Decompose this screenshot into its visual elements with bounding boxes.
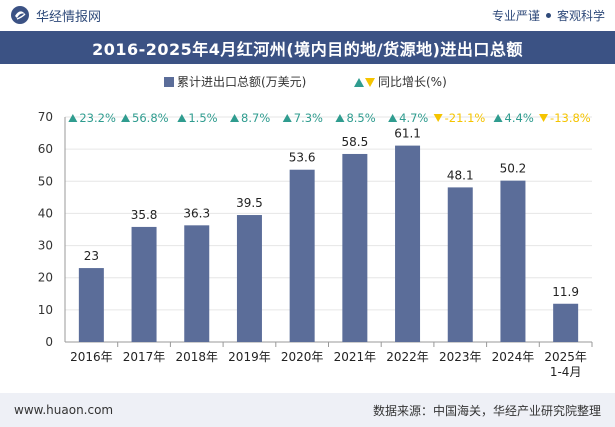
footer-source: 数据来源：中国海关，华经产业研究院整理 — [372, 403, 601, 418]
tagline: 专业严谨 客观科学 — [492, 7, 605, 24]
x-tick-label: 2025年 — [544, 350, 587, 364]
y-tick-label: 10 — [38, 303, 53, 317]
growth-label: -13.8% — [550, 111, 591, 125]
x-tick-label: 2023年 — [439, 350, 482, 364]
growth-label: 7.3% — [294, 111, 323, 125]
bar-value-label: 39.5 — [236, 196, 263, 210]
bar — [184, 225, 210, 342]
legend-up-triangle-icon — [354, 78, 364, 87]
growth-label: 8.7% — [241, 111, 270, 125]
growth-down-triangle-icon — [433, 114, 443, 122]
bars: 23 35.8 36.3 39.5 53.6 58.5 61.1 48.1 50.2 11.9 — [78, 127, 579, 342]
growth-label: -21.1% — [445, 111, 486, 125]
growth-label: 4.4% — [505, 111, 534, 125]
chart-title-bar: 2016-2025年4月红河州(境内目的地/货源地)进出口总额 — [0, 31, 615, 64]
separator-dot-icon — [545, 12, 551, 18]
bar — [395, 145, 421, 342]
bar-value-label: 35.8 — [131, 208, 158, 222]
legend-bar-swatch — [164, 77, 174, 87]
legend-bar-label: 累计进出口总额(万美元) — [177, 75, 306, 89]
growth-up-triangle-icon — [282, 114, 292, 122]
bar-value-label: 48.1 — [447, 168, 474, 182]
growth-labels: 23.2% 56.8% 1.5% 8.7% 7.3% 8.5% 4.7% -21.1% 4.4%… — [68, 111, 591, 125]
brand[interactable]: 华经情报网 — [10, 5, 101, 25]
y-tick-label: 40 — [38, 206, 53, 220]
x-axis: 2016年 2017年 2018年 2019年 2020年 2021年 2022年 2023年… — [70, 342, 593, 379]
bar-value-label: 11.9 — [552, 285, 579, 299]
y-tick-label: 50 — [38, 174, 53, 188]
x-tick-label: 2024年 — [492, 350, 535, 364]
growth-up-triangle-icon — [493, 114, 503, 122]
chart-title: 2016-2025年4月红河州(境内目的地/货源地)进出口总额 — [92, 39, 523, 59]
x-tick-label: 2020年 — [281, 350, 324, 364]
bar-value-label: 36.3 — [183, 206, 210, 220]
growth-up-triangle-icon — [335, 114, 345, 122]
growth-label: 1.5% — [188, 111, 217, 125]
legend: 累计进出口总额(万美元) 同比增长(%) — [164, 75, 447, 89]
y-tick-label: 60 — [38, 142, 53, 156]
tagline-2: 客观科学 — [556, 8, 605, 23]
brand-name: 华经情报网 — [36, 9, 102, 25]
growth-label: 23.2% — [79, 111, 116, 125]
bar — [342, 153, 368, 342]
bar-value-label: 61.1 — [394, 127, 421, 141]
bar — [447, 187, 473, 342]
growth-label: 56.8% — [132, 111, 169, 125]
bar — [78, 268, 104, 342]
legend-growth-label: 同比增长(%) — [378, 75, 447, 89]
x-tick-label: 2019年 — [228, 350, 271, 364]
tagline-1: 专业严谨 — [491, 8, 540, 23]
footer-website[interactable]: www.huaon.com — [14, 403, 114, 417]
bar-value-label: 23 — [84, 249, 99, 263]
x-tick-label: 2021年 — [334, 350, 377, 364]
growth-label: 8.5% — [346, 111, 375, 125]
footer: www.huaon.com 数据来源：中国海关，华经产业研究院整理 — [0, 393, 615, 427]
top-bar: 华经情报网 专业严谨 客观科学 — [0, 0, 615, 30]
x-tick-label: 2016年 — [70, 350, 113, 364]
bar — [289, 169, 315, 342]
legend-down-triangle-icon — [365, 78, 375, 87]
bar-value-label: 50.2 — [500, 162, 527, 176]
bar-value-label: 53.6 — [289, 151, 316, 165]
x-tick-label: 2022年 — [386, 350, 429, 364]
growth-up-triangle-icon — [177, 114, 187, 122]
bar — [131, 226, 157, 342]
growth-up-triangle-icon — [230, 114, 240, 122]
bar — [553, 303, 579, 342]
y-tick-label: 30 — [38, 239, 53, 253]
bar — [500, 180, 526, 342]
growth-up-triangle-icon — [121, 114, 131, 122]
x-tick-label: 1-4月 — [550, 365, 582, 379]
growth-down-triangle-icon — [539, 114, 549, 122]
growth-up-triangle-icon — [388, 114, 398, 122]
growth-up-triangle-icon — [68, 114, 78, 122]
bar-value-label: 58.5 — [341, 135, 368, 149]
y-tick-label: 0 — [45, 335, 53, 349]
y-tick-label: 20 — [38, 271, 53, 285]
x-tick-label: 2018年 — [175, 350, 218, 364]
x-tick-label: 2017年 — [123, 350, 166, 364]
bar-chart: 累计进出口总额(万美元) 同比增长(%) 0 10 20 30 40 50 60 70 23 3… — [38, 75, 593, 379]
y-tick-label: 70 — [38, 110, 53, 124]
bar — [236, 215, 262, 342]
growth-label: 4.7% — [399, 111, 428, 125]
brand-logo-icon — [11, 6, 29, 24]
